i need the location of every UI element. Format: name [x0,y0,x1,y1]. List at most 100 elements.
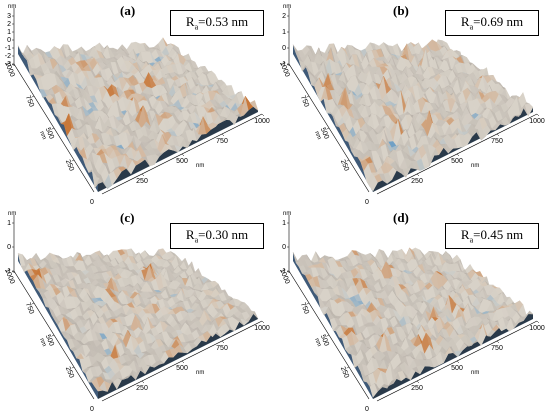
x-tick-label: 500 [176,365,188,372]
origin-label: 0 [365,406,369,413]
z-tick-label: -3 [5,61,11,68]
y-tick-label: 500 [319,334,330,348]
z-tick-label: 3 [7,13,11,20]
ra-value: =0.45 nm [473,227,524,242]
ra-subscript: a [194,235,199,245]
y-tick-label: 250 [64,159,75,173]
ra-subscript: a [469,22,474,32]
x-tick-label: 250 [411,385,423,392]
z-tick-label: 0 [282,45,286,52]
z-tick-label: 2 [282,13,286,20]
ra-value: =0.30 nm [198,227,249,242]
x-tick-label: 250 [136,178,148,185]
ra-value: =0.69 nm [473,14,524,29]
panel-label-a: (a) [120,3,136,18]
z-tick-label: -1 [5,45,11,52]
afm-panel-b: 2 1 0 -1 nm 250 500 750 1000 nm 250 500 750 1000 nm 0 0 … [275,0,550,207]
y-tick-label: 250 [64,366,75,380]
left-wall [293,252,373,399]
z-unit-label: nm [283,211,291,217]
y-origin-label: 0 [81,206,89,207]
z-unit-label: nm [8,211,16,217]
x-tick-label: 250 [136,385,148,392]
ra-value-box-c: Ra=0.30 nm [170,223,264,249]
ra-symbol: R [185,227,195,242]
front-wall [98,313,258,399]
origin-label: 0 [90,406,94,413]
ra-symbol: R [460,14,470,29]
left-wall [293,44,373,192]
left-wall [18,45,98,192]
surface-mesh [292,39,534,192]
z-tick-label: 0 [7,244,11,251]
panel-label-d: (d) [393,210,409,225]
panel-label-b: (b) [393,3,409,18]
ra-value: =0.53 nm [198,14,249,29]
x-unit-label: nm [196,370,204,376]
afm-surface-a: 3210-1-2-3nm2505007501000nm2505007501000… [3,4,270,207]
x-tick-label: 1000 [529,325,545,332]
ra-symbol: R [185,14,195,29]
z-tick-label: 2 [7,21,11,28]
x-tick-label: 500 [451,365,463,372]
z-unit-label: nm [283,4,291,10]
y-tick-label: 750 [24,302,35,316]
ra-symbol: R [460,227,470,242]
y-tick-label: 500 [44,334,55,348]
surface-side-walls [18,253,258,399]
x-unit-label: nm [471,370,479,376]
y-tick-label: 750 [299,95,310,109]
front-wall [98,106,258,192]
left-wall [18,253,98,399]
z-tick-label: 0 [282,244,286,251]
axes: 3210-1-2-3nm2505007501000nm2505007501000… [3,4,270,207]
y-tick-label: 750 [299,302,310,316]
ra-value-box-a: Ra=0.53 nm [170,10,264,36]
z-tick-label: 1 [282,29,286,36]
x-unit-label: nm [471,163,479,169]
surface-mesh [17,248,259,393]
y-unit-label: nm [313,131,322,141]
x-tick-label: 750 [216,138,228,145]
surface-mesh [292,247,534,398]
ra-value-box-d: Ra=0.45 nm [445,223,539,249]
origin-label: 0 [90,199,94,206]
surface-side-walls [18,45,258,192]
x-tick-label: 750 [216,345,228,352]
afm-panel-a: 3 2 1 0 -1 -2 -3 nm 250 500 750 1000 nm 250 500 750 1000… [0,0,275,207]
z-tick-label: 1 [282,220,286,227]
x-tick-label: 750 [491,345,503,352]
y-unit-label: nm [38,131,47,141]
x-tick-label: 500 [451,158,463,165]
surface-side-walls [293,44,533,192]
y-unit-label: nm [313,338,322,348]
z-tick-label: 0 [7,37,11,44]
z-tick-label: 1 [7,220,11,227]
panel-label-c: (c) [120,210,135,225]
y-origin-label: 0 [356,206,364,207]
origin-label: 0 [365,199,369,206]
y-tick-label: 500 [319,127,330,141]
y-tick-label: 250 [339,159,350,173]
surface-side-walls [293,252,533,399]
x-unit-label: nm [196,163,204,169]
z-tick-label: -1 [280,61,286,68]
x-tick-label: 750 [491,138,503,145]
z-unit-label: nm [8,4,16,10]
x-tick-label: 1000 [529,118,545,125]
z-tick-label: -1 [280,268,286,275]
ra-subscript: a [469,235,474,245]
x-tick-label: 1000 [254,325,270,332]
z-tick-label: 1 [7,29,11,36]
y-tick-label: 750 [24,95,35,109]
y-unit-label: nm [38,338,47,348]
front-wall [373,107,533,192]
front-wall [373,313,533,399]
